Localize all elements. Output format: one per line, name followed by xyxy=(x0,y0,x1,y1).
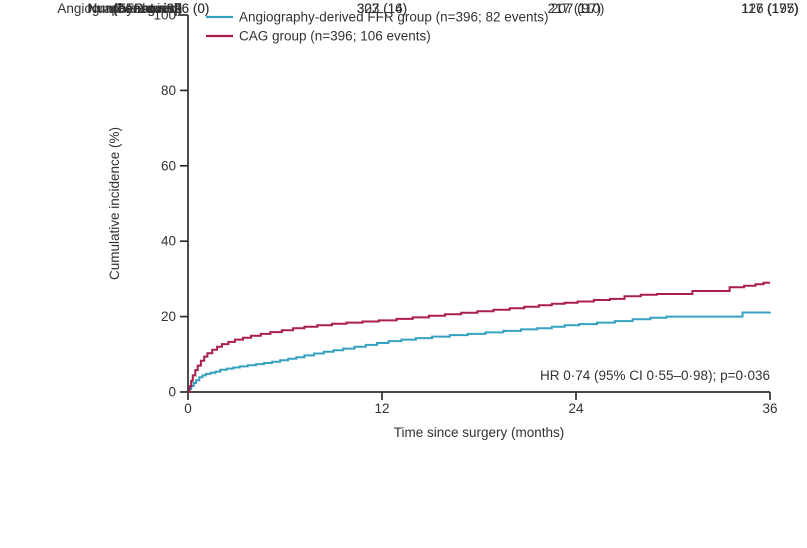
x-axis-title: Time since surgery (months) xyxy=(394,425,565,440)
y-axis-title: Cumulative incidence (%) xyxy=(107,127,122,280)
cag-group-curve xyxy=(188,281,770,393)
ffr-group-curve xyxy=(188,311,771,393)
legend-label-cag: CAG group (n=396; 106 events) xyxy=(239,29,431,44)
x-tick-label: 12 xyxy=(374,401,389,416)
y-tick-label: 60 xyxy=(161,158,176,173)
x-tick-label: 0 xyxy=(184,401,192,416)
hr-annotation: HR 0·74 (95% CI 0·55–0·98); p=0·036 xyxy=(540,368,770,383)
y-tick-label: 40 xyxy=(161,234,176,249)
axes-lines xyxy=(187,15,770,393)
y-tick-label: 20 xyxy=(161,309,176,324)
x-tick-label: 36 xyxy=(762,401,777,416)
y-tick-label: 80 xyxy=(161,83,176,98)
y-tick-label: 0 xyxy=(168,385,176,400)
legend-label-ffr: Angiography-derived FFR group (n=396; 82… xyxy=(239,10,549,25)
y-tick-label: 100 xyxy=(153,8,176,23)
x-tick-label: 24 xyxy=(568,401,584,416)
